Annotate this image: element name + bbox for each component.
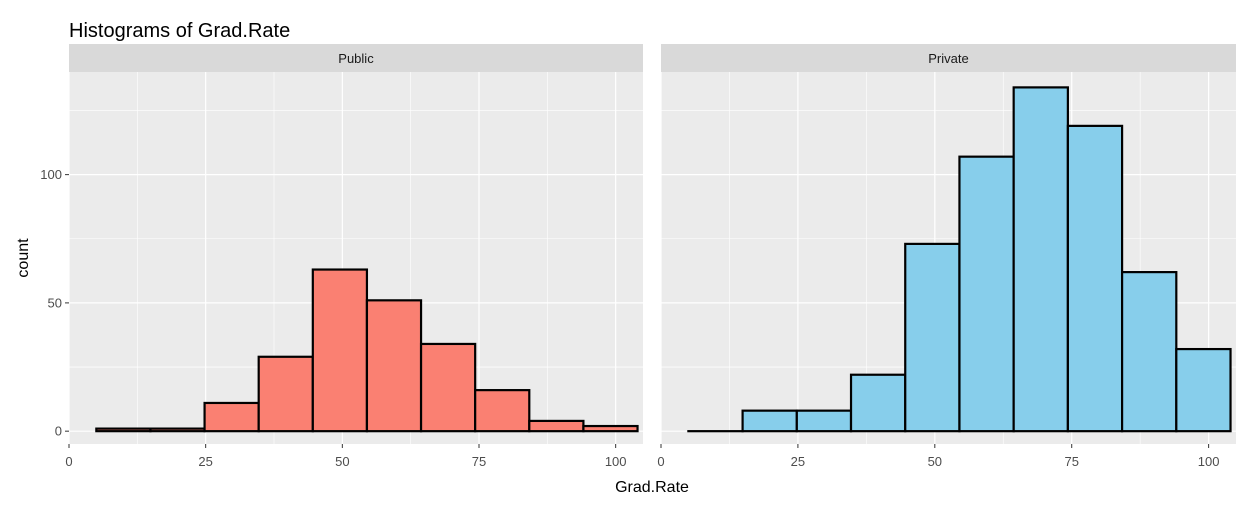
y-axis-title: count (15, 238, 32, 278)
x-tick-label: 50 (928, 454, 942, 469)
facet-strip-label: Public (338, 51, 374, 66)
y-tick-label: 100 (40, 167, 62, 182)
histogram-bar (150, 429, 204, 432)
x-tick-label: 75 (1064, 454, 1078, 469)
histogram-bar (1122, 272, 1176, 431)
facet-strip-label: Private (928, 51, 968, 66)
y-tick-label: 0 (55, 424, 62, 439)
histogram-bar (421, 344, 475, 431)
histogram-bar (96, 429, 150, 432)
facet-panels: Public 0 25 50 75 100 0 50 100 Private 0 25 50 75 100 (40, 44, 1236, 469)
histogram-bar (475, 390, 529, 431)
chart-title: Histograms of Grad.Rate (69, 20, 290, 42)
x-tick-label: 50 (335, 454, 349, 469)
histogram-bar (1176, 349, 1230, 431)
facet-panel-private: Private 0 25 50 75 100 (657, 44, 1236, 469)
histogram-bar (905, 244, 959, 431)
x-tick-label: 100 (605, 454, 627, 469)
histogram-bar (743, 411, 797, 432)
histogram-bar (959, 157, 1013, 432)
histogram-bar (529, 421, 583, 431)
histogram-bar (583, 426, 637, 431)
x-tick-label: 25 (791, 454, 805, 469)
histogram-bar (367, 300, 421, 431)
x-tick-label: 100 (1198, 454, 1220, 469)
histogram-bar (259, 357, 313, 431)
facet-panel-public: Public 0 25 50 75 100 0 50 100 (40, 44, 643, 469)
histogram-bar (1068, 126, 1122, 431)
x-tick-label: 25 (198, 454, 212, 469)
x-tick-label: 0 (657, 454, 664, 469)
histogram-bar (851, 375, 905, 431)
x-tick-label: 0 (65, 454, 72, 469)
histogram-bar (797, 411, 851, 432)
histogram-bar (1014, 87, 1068, 431)
y-tick-label: 50 (48, 295, 62, 310)
x-axis-title: Grad.Rate (615, 479, 689, 496)
x-tick-label: 75 (472, 454, 486, 469)
histogram-bar (313, 270, 367, 432)
histogram-bar (205, 403, 259, 431)
